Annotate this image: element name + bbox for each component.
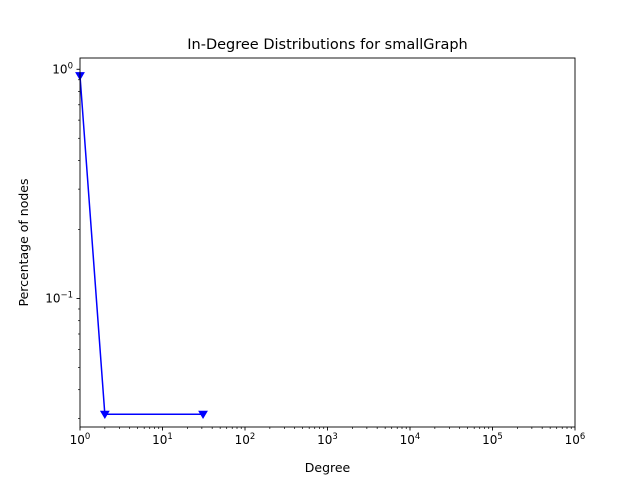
series-line [79, 75, 204, 416]
x-tick-label: 101 [152, 432, 173, 447]
axes-frame [79, 57, 576, 428]
x-tick-label: 100 [70, 432, 91, 447]
x-tick-label: 103 [317, 432, 338, 447]
y-axis: 100 10−1 [45, 61, 80, 419]
x-tick-label: 105 [482, 432, 503, 447]
x-tick-label: 102 [235, 432, 256, 447]
plot-area [75, 72, 208, 420]
x-axis: 100 101 102 103 104 105 106 [70, 427, 586, 447]
y-axis-label: Percentage of nodes [16, 178, 31, 306]
data-point-marker [198, 410, 208, 420]
y-tick-label: 10−1 [45, 290, 73, 305]
data-point-marker [99, 410, 110, 420]
y-tick-label: 100 [52, 61, 73, 76]
x-tick-label: 106 [565, 432, 586, 447]
chart-title: In-Degree Distributions for smallGraph [187, 37, 467, 53]
x-tick-label: 104 [400, 432, 421, 447]
x-axis-label: Degree [305, 460, 351, 475]
